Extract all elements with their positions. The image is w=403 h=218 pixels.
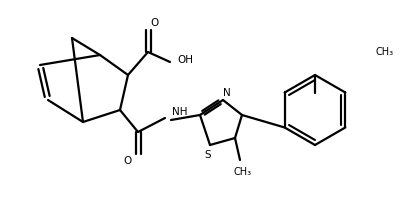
Text: O: O <box>150 18 158 28</box>
Text: O: O <box>124 156 132 166</box>
Text: CH₃: CH₃ <box>234 167 252 177</box>
Text: CH₃: CH₃ <box>376 47 394 57</box>
Text: N: N <box>223 88 231 98</box>
Text: NH: NH <box>172 107 187 117</box>
Text: OH: OH <box>177 55 193 65</box>
Text: S: S <box>205 150 211 160</box>
